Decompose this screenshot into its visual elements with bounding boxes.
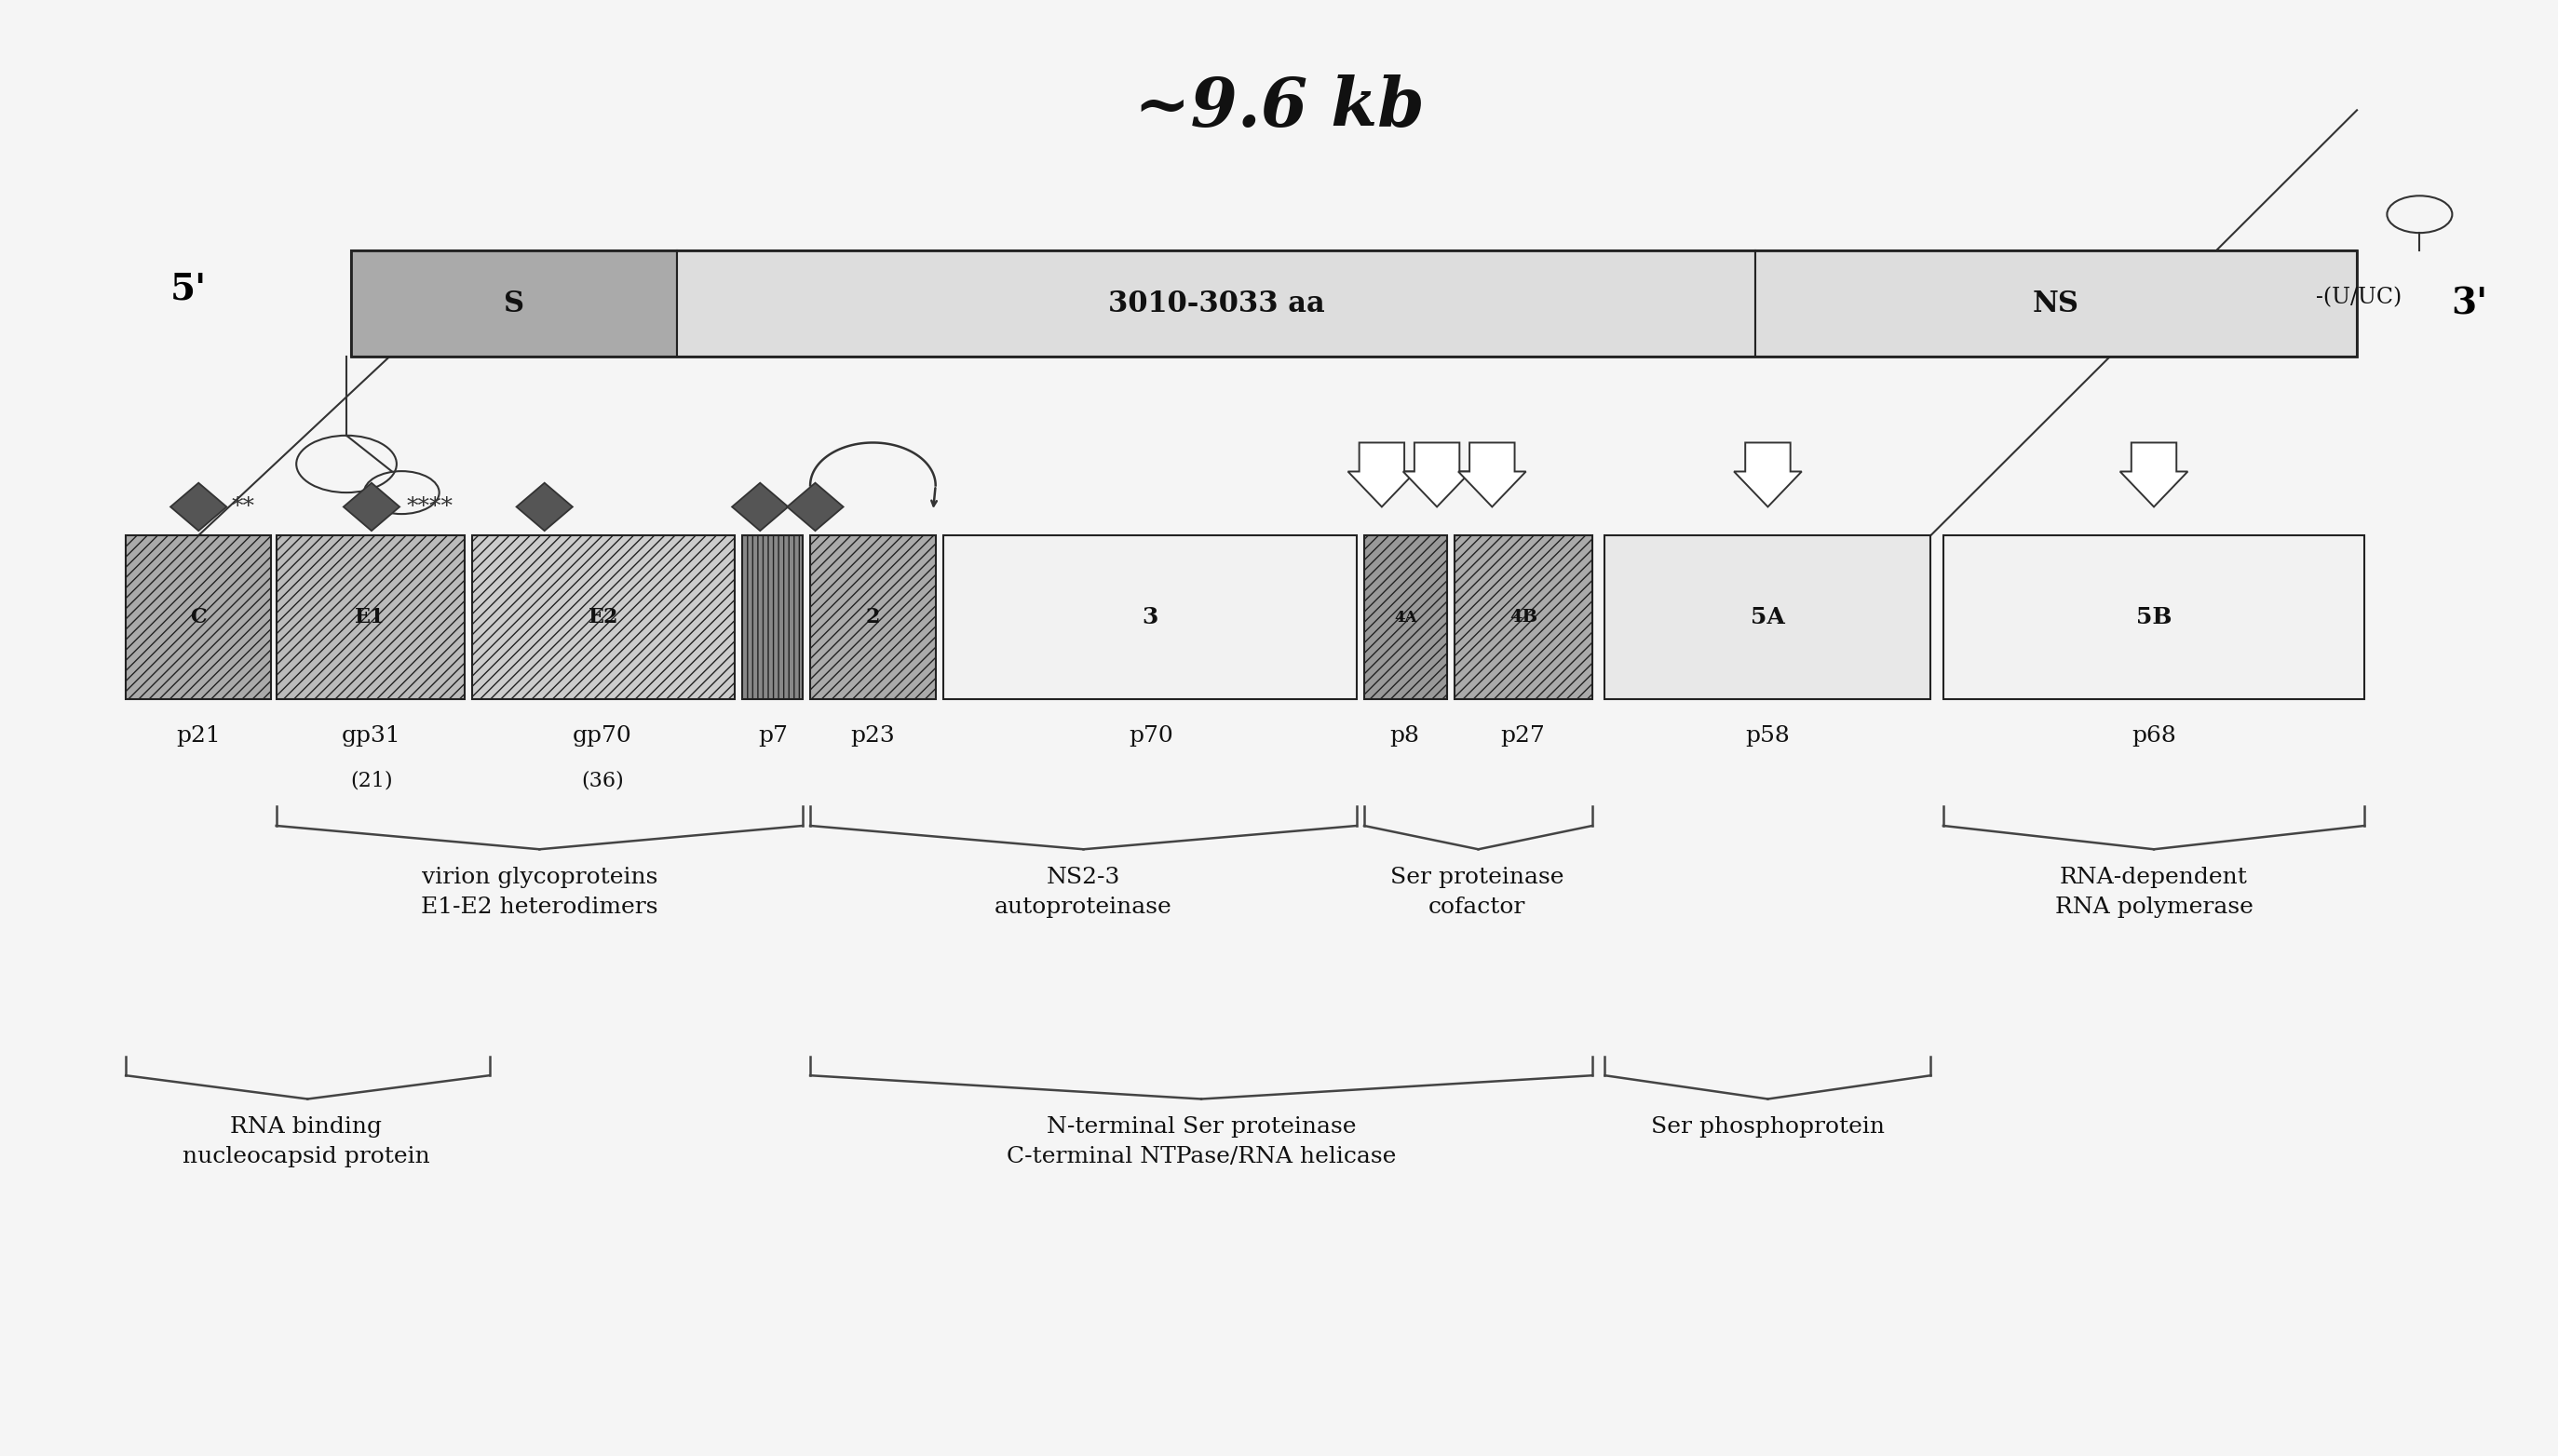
Bar [350,250,2356,357]
Polygon shape [1348,443,1415,507]
Bar [350,250,678,357]
Bar [276,536,466,699]
Polygon shape [343,483,399,531]
Bar [678,250,1755,357]
Text: p7: p7 [757,725,788,747]
Text: S: S [504,290,524,317]
Text: N-terminal Ser proteinase
C-terminal NTPase/RNA helicase: N-terminal Ser proteinase C-terminal NTP… [1005,1117,1397,1168]
Bar [125,536,271,699]
Text: 5A: 5A [1750,606,1785,629]
Polygon shape [788,483,844,531]
Text: -(U/UC): -(U/UC) [2315,287,2402,309]
Text: 3010-3033 aa: 3010-3033 aa [1108,290,1325,317]
Bar [1604,536,1931,699]
Text: C: C [189,607,207,628]
Text: (21): (21) [350,770,394,791]
Bar [944,536,1356,699]
Bar [471,536,734,699]
Text: p68: p68 [2131,725,2177,747]
Polygon shape [2121,443,2187,507]
Text: NS2-3
autoproteinase: NS2-3 autoproteinase [995,866,1172,917]
Text: p58: p58 [1745,725,1791,747]
Text: p70: p70 [1128,725,1174,747]
Bar [1755,250,2356,357]
Text: gp31: gp31 [343,725,402,747]
Text: 5': 5' [171,272,207,307]
Bar [742,536,803,699]
Polygon shape [171,483,228,531]
Text: ~9.6 kb: ~9.6 kb [1133,74,1425,140]
Bar [1456,536,1591,699]
Text: Ser phosphoprotein: Ser phosphoprotein [1650,1117,1885,1137]
Text: E1: E1 [356,607,386,628]
Text: gp70: gp70 [573,725,632,747]
Polygon shape [517,483,573,531]
Text: 4B: 4B [1509,609,1537,626]
Text: RNA binding
nucleocapsid protein: RNA binding nucleocapsid protein [182,1117,430,1168]
Text: E2: E2 [588,607,619,628]
Polygon shape [1458,443,1527,507]
Text: p27: p27 [1499,725,1545,747]
Text: 4A: 4A [1394,610,1417,625]
Bar [1944,536,2364,699]
Polygon shape [732,483,788,531]
Bar [1363,536,1448,699]
Text: NS: NS [2034,290,2080,317]
Text: virion glycoproteins
E1-E2 heterodimers: virion glycoproteins E1-E2 heterodimers [422,866,657,917]
Text: ****: **** [407,496,453,517]
Text: p23: p23 [852,725,895,747]
Text: 5B: 5B [2136,606,2172,629]
Text: p8: p8 [1389,725,1420,747]
Text: 3': 3' [2451,285,2489,322]
Text: RNA-dependent
RNA polymerase: RNA-dependent RNA polymerase [2054,866,2254,917]
Text: 3: 3 [1141,606,1159,629]
Polygon shape [1734,443,1801,507]
Bar [811,536,936,699]
Text: p21: p21 [177,725,220,747]
Text: Ser proteinase
cofactor: Ser proteinase cofactor [1389,866,1563,917]
Text: (36): (36) [581,770,624,791]
Polygon shape [1404,443,1471,507]
Text: **: ** [230,496,253,517]
Text: 2: 2 [865,607,880,628]
